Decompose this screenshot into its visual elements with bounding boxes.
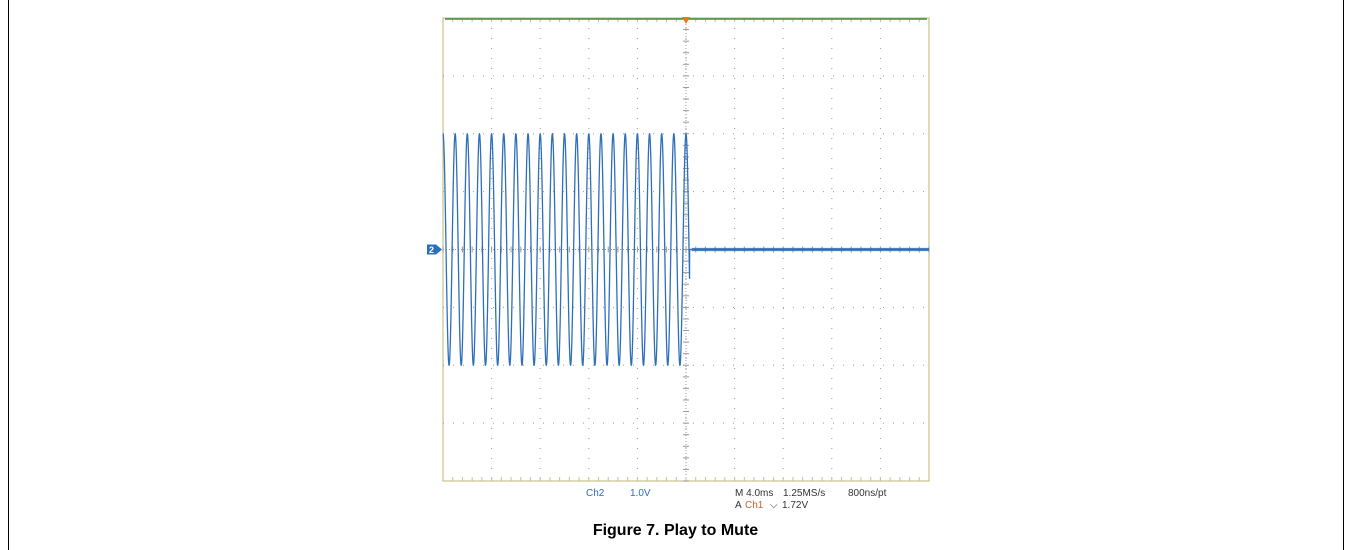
scope-markers: 2: [427, 17, 690, 255]
figure-caption: Figure 7. Play to Mute: [592, 522, 759, 539]
record-resolution-readout: 800ns/pt: [848, 488, 887, 499]
trigger-slope-icon: ⌵: [770, 500, 778, 511]
trigger-source: Ch1: [745, 500, 764, 511]
waveform-series-line: [442, 133, 929, 366]
sample-rate-readout: 1.25MS/s: [783, 488, 825, 499]
scope-trace: [442, 133, 929, 366]
volts-per-div: 1.0V: [630, 488, 651, 499]
trigger-level: 1.72V: [782, 500, 808, 511]
page-frame-right: [1343, 0, 1344, 550]
channel-ground-marker-box: [427, 244, 436, 255]
channel-ground-marker: 2: [427, 244, 442, 255]
trigger-position-marker: [682, 17, 690, 24]
trigger-prefix: A: [735, 500, 742, 511]
channel-ground-marker-arrow: [436, 244, 442, 255]
timebase-readout: M 4.0ms: [735, 488, 773, 499]
page-frame-left: [8, 0, 9, 550]
channel-ground-marker-label: 2: [429, 245, 434, 255]
channel-label: Ch2: [586, 488, 605, 499]
